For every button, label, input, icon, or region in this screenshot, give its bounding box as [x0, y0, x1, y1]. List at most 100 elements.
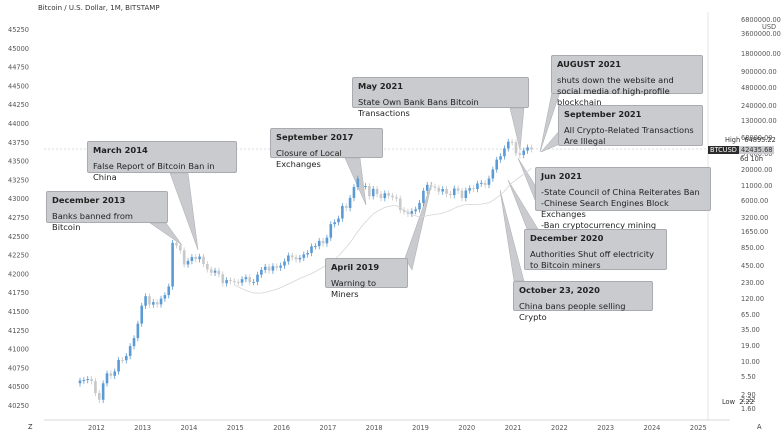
candle-body [341, 205, 344, 219]
annotation-text: Banks banned from Bitcoin [52, 211, 133, 232]
candle-body [221, 274, 225, 284]
candle-body [287, 255, 290, 262]
annotation-text: All Crypto-Related Transactions Are Ille… [564, 125, 694, 146]
candle-body [121, 359, 124, 361]
candle-body [198, 256, 201, 260]
candle-body [163, 295, 167, 299]
candle-body [182, 250, 186, 265]
annotation-pointer [169, 172, 199, 251]
left-tick-label: 41250 [8, 327, 29, 335]
annotation-text: -State Council of China Reiterates Ban -… [541, 187, 700, 230]
candle-body [333, 222, 336, 225]
candle-body [418, 202, 421, 210]
annotation-text: State Own Bank Bans Bitcoin Transactions [358, 97, 479, 118]
x-tick-label: 2013 [134, 424, 151, 432]
right-tick-label: 6000.00 [741, 197, 768, 205]
left-tick-label: 45000 [8, 45, 29, 53]
annotation-text: Warning to Miners [331, 278, 377, 299]
right-tick-label: 37000.00 [741, 150, 772, 158]
annotation-date: December 2020 [530, 233, 604, 243]
candle-body [86, 379, 90, 381]
candle-body [348, 197, 352, 208]
annotation-pointer [404, 181, 433, 271]
right-tick-label: 120.00 [741, 295, 764, 303]
candle-body [449, 193, 452, 196]
candle-body [190, 257, 194, 261]
x-tick-label: 2019 [412, 424, 429, 432]
left-tick-label: 41750 [8, 289, 29, 297]
left-tick-label: 42250 [8, 252, 29, 260]
x-tick-label: 2017 [320, 424, 337, 432]
candle-body [167, 286, 171, 296]
x-tick-label: 2020 [458, 424, 475, 432]
candle-body [383, 193, 387, 199]
annotation-date: October 23, 2020 [519, 285, 600, 295]
right-tick-label: 850.00 [741, 244, 764, 252]
annotation-oct-2020: October 23, 2020 China bans people selli… [513, 281, 653, 322]
candle-body [109, 373, 113, 376]
annotation-date: December 2013 [52, 195, 126, 205]
candle-body [522, 150, 526, 155]
candle-body [387, 193, 390, 196]
candle-body [202, 256, 205, 264]
corner-label-right: A [757, 423, 762, 431]
candle-body [159, 298, 163, 305]
right-tick-label: 35.00 [741, 326, 760, 334]
left-tick-label: 42750 [8, 214, 29, 222]
candle-body [518, 153, 522, 155]
candle-body [368, 185, 371, 197]
candle-body [371, 188, 375, 197]
annotation-aug-2021: AUGUST 2021 shuts down the website and s… [551, 55, 703, 107]
left-tick-label: 40500 [8, 383, 29, 391]
candle-body [94, 381, 97, 394]
left-tick-label: 44000 [8, 120, 29, 128]
candle-body [279, 265, 282, 268]
annotation-jun-2021: Jun 2021 -State Council of China Reitera… [535, 167, 711, 230]
candle-body [82, 380, 86, 382]
x-axis: 2012 2013 2014 2015 2016 2017 2018 2019 2020 2021… [44, 419, 730, 432]
candles [78, 138, 533, 404]
right-tick-label: 11000.00 [741, 182, 772, 190]
candle-body [236, 282, 240, 284]
candle-body [495, 159, 498, 170]
annotation-date: March 2014 [93, 145, 148, 155]
right-tick-label: 450.00 [741, 262, 764, 270]
annotation-date: AUGUST 2021 [557, 59, 622, 69]
candle-body [155, 302, 159, 305]
candle-body [503, 148, 506, 157]
candle-body [271, 266, 275, 271]
candle-body [464, 190, 468, 198]
candle-body [179, 245, 182, 251]
candle-body [90, 379, 93, 382]
x-tick-label: 2024 [644, 424, 661, 432]
candle-body [514, 142, 518, 154]
x-tick-label: 2012 [88, 424, 105, 432]
candle-body [379, 194, 383, 199]
candle-body [144, 296, 147, 306]
candle-body [186, 260, 190, 265]
candle-body [360, 178, 363, 187]
annotation-date: September 2021 [564, 109, 642, 119]
left-tick-label: 43250 [8, 176, 29, 184]
left-tick-label: 40250 [8, 402, 29, 410]
annotation-pointer [509, 107, 525, 151]
candle-body [437, 187, 441, 192]
left-tick-label: 42000 [8, 270, 29, 278]
candle-body [148, 296, 151, 305]
candle-body [375, 188, 379, 195]
candle-body [310, 246, 313, 253]
annotation-text: Closure of Local Exchanges [276, 148, 342, 169]
candle-body [128, 346, 132, 356]
right-tick-label: 2.22 [741, 396, 756, 404]
x-tick-label: 2014 [181, 424, 198, 432]
current-price-label: 42435.68 [739, 146, 775, 154]
right-tick-label: 900000.00 [741, 68, 777, 76]
candle-body [105, 373, 109, 384]
right-tick-label: 3600000.00 [741, 30, 781, 38]
annotation-pointers [149, 91, 561, 282]
candle-body [225, 280, 228, 284]
left-tick-label: 41000 [8, 346, 29, 354]
x-tick-label: 2025 [690, 424, 707, 432]
candle-body [402, 209, 406, 212]
candle-body [395, 197, 398, 199]
